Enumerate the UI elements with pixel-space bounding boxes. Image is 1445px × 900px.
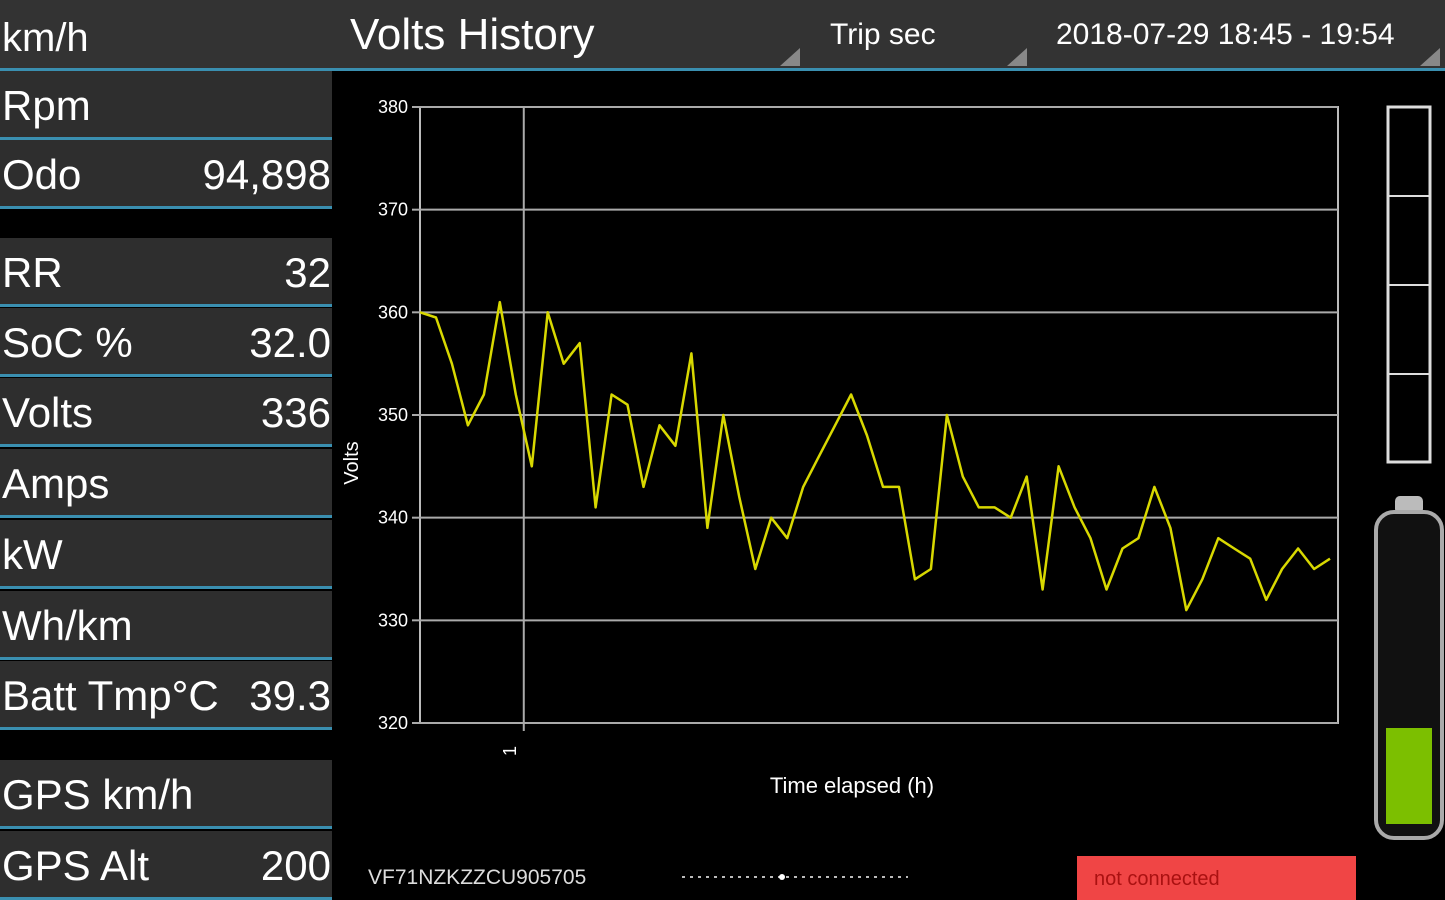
- battery-level: [1386, 728, 1432, 824]
- y-tick-label: 340: [378, 508, 408, 528]
- metric-row[interactable]: GPS km/h: [0, 760, 332, 829]
- metric-label: Amps: [2, 460, 110, 507]
- metric-row[interactable]: Odo 94,898: [0, 140, 332, 209]
- tab-corners: [780, 48, 1440, 66]
- metric-row[interactable]: RR 32: [0, 238, 332, 307]
- status-text: not connected: [1094, 868, 1220, 890]
- speed-label[interactable]: km/h: [2, 16, 89, 60]
- metric-label: SoC %: [2, 319, 133, 366]
- y-tick-label: 360: [378, 302, 408, 322]
- battery-gauge: [1374, 105, 1444, 840]
- metric-label: Batt Tmp°C: [2, 672, 219, 719]
- screen-title[interactable]: Volts History: [350, 10, 595, 59]
- y-tick-label: 320: [378, 713, 408, 733]
- metric-row[interactable]: Volts 336: [0, 378, 332, 447]
- y-axis-label: Volts: [341, 441, 363, 484]
- corner: [1007, 48, 1027, 66]
- metric-value: 336: [260, 389, 331, 436]
- metric-label: Rpm: [2, 82, 91, 129]
- metric-row[interactable]: GPS Alt 200: [0, 831, 332, 900]
- metric-value: 200: [260, 842, 331, 889]
- metric-label: RR: [2, 249, 63, 296]
- y-tick-label: 370: [378, 200, 408, 220]
- metric-label: Wh/km: [2, 602, 133, 649]
- metric-label: kW: [2, 531, 63, 578]
- data-line: [419, 300, 1331, 612]
- metric-label: GPS Alt: [2, 842, 150, 889]
- metric-value: 32.0: [249, 319, 331, 366]
- corner: [780, 48, 800, 66]
- x-tick-label: 1: [500, 746, 520, 756]
- x-axis-label: Time elapsed (h): [770, 773, 934, 798]
- metric-value: 32: [284, 249, 331, 296]
- metric-row[interactable]: Amps: [0, 449, 332, 518]
- corner: [1420, 48, 1440, 66]
- metric-label: Volts: [2, 389, 94, 436]
- y-tick-label: 330: [378, 610, 408, 630]
- metric-row[interactable]: SoC % 32.0: [0, 308, 332, 377]
- metric-label: GPS km/h: [2, 771, 194, 818]
- header-bar: km/h Volts History Trip sec 2018-07-29 1…: [0, 0, 1445, 71]
- mode-selector[interactable]: Trip sec: [830, 18, 936, 51]
- sidebar: Rpm Odo 94,898 RR 32 SoC % 32.0 Volts 336 Amps kW W…: [0, 71, 332, 900]
- metric-row[interactable]: Wh/km: [0, 591, 332, 660]
- metric-label: Odo: [2, 151, 82, 198]
- date-range[interactable]: 2018-07-29 18:45 - 19:54: [1056, 18, 1395, 51]
- metric-row[interactable]: Batt Tmp°C 39.3: [0, 661, 332, 730]
- page-dot: [779, 874, 785, 880]
- connection-status[interactable]: not connected: [1077, 856, 1356, 900]
- y-tick-label: 350: [378, 405, 408, 425]
- metric-value: 94,898: [202, 151, 331, 198]
- metric-value: 39.3: [249, 672, 331, 719]
- y-tick-label: 380: [378, 97, 408, 117]
- battery-cap: [1395, 496, 1423, 514]
- metric-row[interactable]: Rpm: [0, 71, 332, 140]
- vin-label: VF71NZKZZCU905705: [368, 866, 587, 889]
- metric-row[interactable]: kW: [0, 520, 332, 589]
